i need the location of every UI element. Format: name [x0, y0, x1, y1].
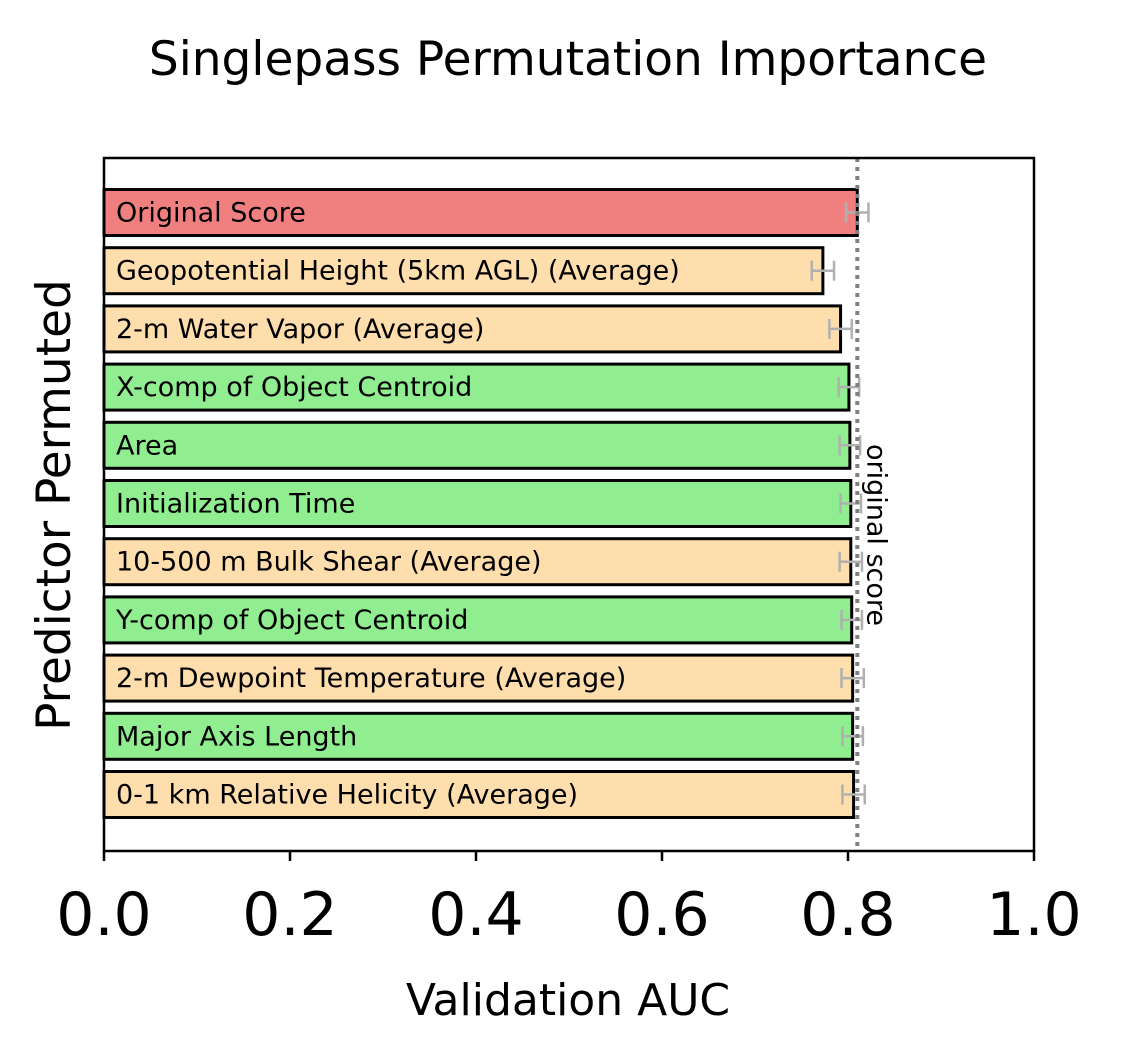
bar [102, 595, 854, 645]
error-bars-layer [810, 202, 870, 805]
bar-label: Initialization Time [116, 489, 355, 520]
bar [102, 420, 852, 470]
bar [102, 479, 853, 528]
bar-label: Area [116, 430, 178, 461]
x-tick-label: 1.0 [986, 880, 1081, 950]
bar-label: 2-m Water Vapor (Average) [116, 314, 484, 345]
error-bar [838, 435, 862, 456]
error-bar [810, 260, 836, 281]
y-axis-label: Predictor Permuted [27, 279, 82, 731]
error-bar [828, 318, 853, 339]
x-tick-label: 0.4 [428, 880, 523, 950]
chart-title: Singlepass Permutation Importance [149, 32, 987, 87]
x-axis-label: Validation AUC [406, 975, 730, 1026]
x-tick-label: 0.6 [614, 880, 709, 950]
bar-label: Geopotential Height (5km AGL) (Average) [116, 256, 680, 287]
bars-layer: Original Score Geopotential Height (5km A… [102, 188, 859, 819]
error-bar [841, 726, 865, 747]
error-bar [841, 784, 866, 805]
plot-frame [102, 156, 1036, 853]
bar-label: 2-m Dewpoint Temperature (Average) [116, 663, 626, 694]
bar [102, 304, 843, 354]
error-bar [840, 668, 866, 689]
bar-label: X-comp of Object Centroid [116, 372, 472, 403]
bar-label: Y-comp of Object Centroid [115, 605, 468, 636]
original-score-label: original score [860, 444, 891, 626]
bar-label: Original Score [116, 198, 306, 229]
x-axis-ticks: 0.0 0.2 0.4 0.6 0.8 1.0 [56, 851, 1082, 950]
x-tick-label: 0.8 [800, 880, 895, 950]
bar-label: Major Axis Length [116, 721, 357, 752]
error-bar [838, 551, 864, 572]
x-tick-label: 0.2 [242, 880, 337, 950]
bar [102, 246, 825, 296]
x-tick-label: 0.0 [56, 880, 151, 950]
bar-label: 0-1 km Relative Helicity (Average) [116, 780, 578, 811]
bar-label: 10-500 m Bulk Shear (Average) [116, 547, 542, 578]
